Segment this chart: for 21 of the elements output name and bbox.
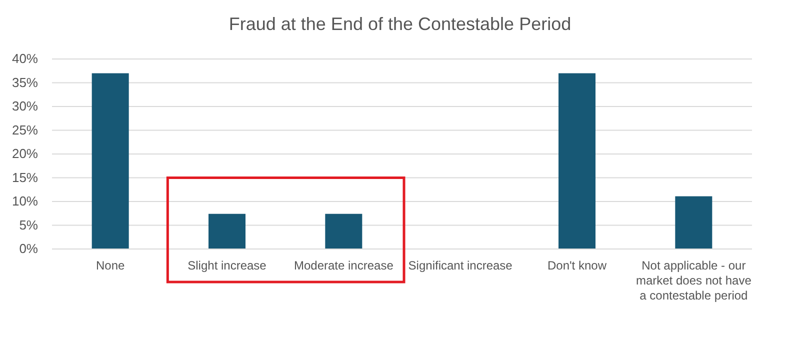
y-tick-label: 40% xyxy=(12,51,38,66)
bar xyxy=(208,214,246,249)
x-tick-label: Not applicable - our market does not have a contestable period xyxy=(636,258,752,303)
x-tick-label: Moderate increase xyxy=(294,258,394,273)
y-tick-label: 30% xyxy=(12,98,38,114)
bar xyxy=(325,214,362,249)
bar xyxy=(92,73,129,249)
y-tick-label: 5% xyxy=(19,217,38,232)
bar xyxy=(675,196,712,249)
y-tick-label: 20% xyxy=(12,146,38,162)
y-tick-label: 10% xyxy=(12,194,38,209)
x-tick-label: Don't know xyxy=(548,258,607,273)
x-tick-label: Slight increase xyxy=(188,258,267,273)
x-tick-label: Significant increase xyxy=(408,258,513,273)
bar xyxy=(558,73,596,249)
chart-title: Fraud at the End of the Contestable Period xyxy=(228,14,572,34)
y-tick-label: 15% xyxy=(12,170,38,185)
x-tick-label: None xyxy=(96,258,126,273)
y-tick-label: 25% xyxy=(12,122,38,138)
y-tick-label: 0% xyxy=(19,241,38,256)
y-tick-label: 35% xyxy=(12,74,38,90)
